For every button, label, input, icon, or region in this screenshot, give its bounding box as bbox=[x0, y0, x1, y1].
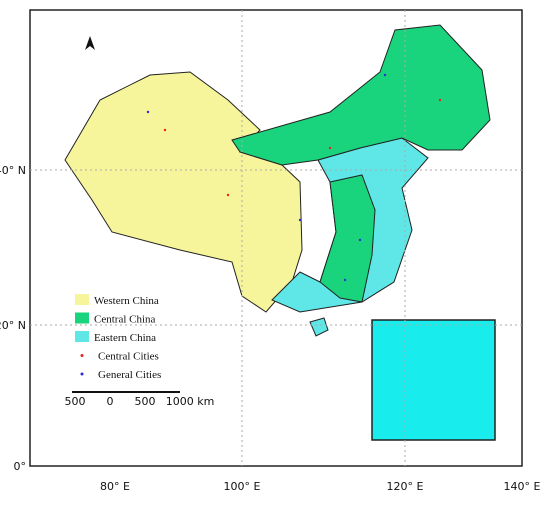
central-china-south bbox=[319, 174, 376, 303]
legend-swatch bbox=[75, 294, 89, 305]
city-dot bbox=[343, 278, 347, 282]
legend-label: General Cities bbox=[98, 369, 161, 381]
hainan bbox=[309, 317, 329, 337]
x-axis-label: 140° E bbox=[504, 480, 541, 493]
city-dot bbox=[438, 98, 442, 102]
city-dot bbox=[226, 193, 230, 197]
y-axis-label: 20° N bbox=[0, 319, 26, 332]
y-axis-label: 40° N bbox=[0, 164, 26, 177]
legend-label: Central Cities bbox=[98, 351, 159, 363]
legend-dot bbox=[80, 354, 84, 357]
city-dots bbox=[146, 73, 442, 282]
city-dot bbox=[383, 73, 387, 77]
y-axis-label: 0° bbox=[14, 460, 27, 473]
regions bbox=[64, 24, 496, 441]
scale-label: 1000 km bbox=[166, 395, 215, 408]
south-sea-inset bbox=[371, 319, 496, 441]
legend-label: Eastern China bbox=[94, 332, 156, 344]
legend-label: Western China bbox=[94, 295, 159, 307]
scale-label: 500 bbox=[135, 395, 156, 408]
x-axis-label: 80° E bbox=[100, 480, 130, 493]
central-china-north bbox=[231, 24, 491, 166]
legend-swatch bbox=[75, 312, 89, 324]
city-dot bbox=[298, 218, 302, 222]
city-dot bbox=[328, 146, 332, 150]
legend-label: Central China bbox=[94, 314, 156, 326]
legend-swatch bbox=[75, 331, 89, 342]
city-dot bbox=[146, 110, 150, 114]
x-axis-label: 100° E bbox=[224, 480, 261, 493]
scale-label: 500 bbox=[65, 395, 86, 408]
grid bbox=[30, 10, 522, 466]
city-dot bbox=[358, 238, 362, 242]
x-axis-label: 120° E bbox=[387, 480, 424, 493]
scale-label: 0 bbox=[107, 395, 114, 408]
western-china bbox=[64, 71, 303, 313]
north-arrow bbox=[85, 36, 95, 50]
city-dot bbox=[163, 128, 167, 132]
legend-dot bbox=[80, 372, 84, 376]
